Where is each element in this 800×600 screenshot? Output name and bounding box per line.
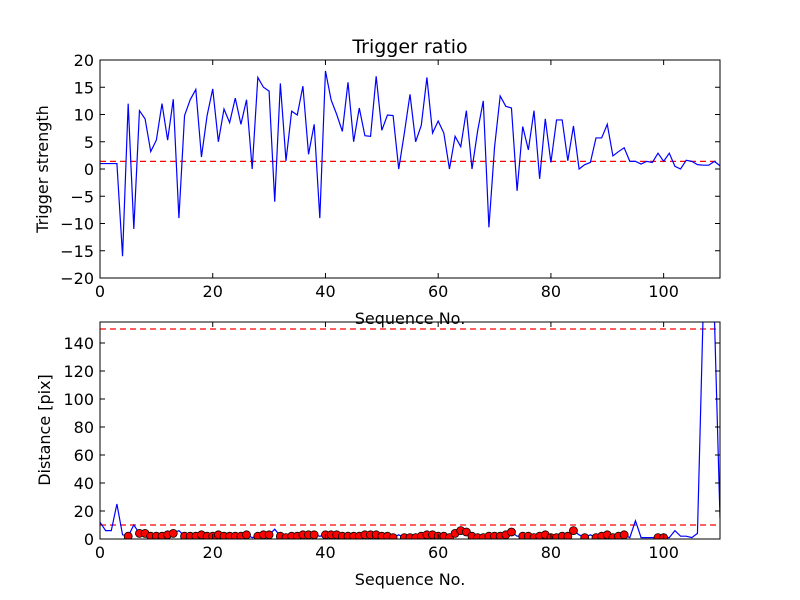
chart-title: Trigger ratio <box>351 36 467 58</box>
data-point-marker <box>569 526 578 535</box>
x-tick-label: 100 <box>648 543 679 562</box>
x-tick-label: 100 <box>648 282 679 301</box>
data-point-marker <box>264 530 274 539</box>
y-tick-label: 140 <box>63 334 94 353</box>
x-tick-label: 0 <box>95 282 105 301</box>
y-tick-label: −20 <box>60 269 94 288</box>
x-axis-label-bottom: Sequence No. <box>355 570 466 589</box>
y-tick-label: 5 <box>84 133 94 152</box>
plot-area-top: 0 20 40 60 80 100 −20 −15 −10 −5 0 5 10 15 20 <box>60 51 721 301</box>
plot-content <box>100 322 720 539</box>
x-tick-label: 80 <box>541 282 561 301</box>
data-point-marker <box>507 527 516 537</box>
y-tick-label: 20 <box>74 502 94 521</box>
y-tick-label: −10 <box>60 215 94 234</box>
y-tick-label: 40 <box>74 474 94 493</box>
data-point-marker <box>580 533 590 539</box>
y-tick-label: 100 <box>63 390 94 409</box>
y-tick-label: 0 <box>84 160 94 179</box>
plot-area-bottom: 0 20 40 60 80 100 0 20 40 60 80 100 120 140 <box>63 321 721 562</box>
x-tick-label: 60 <box>428 543 448 562</box>
data-point-marker <box>388 533 398 539</box>
y-tick-label: −15 <box>60 242 94 261</box>
y-tick-label: 60 <box>74 446 94 465</box>
data-point-marker <box>619 530 629 539</box>
x-axis-label-top: Sequence No. <box>355 309 466 328</box>
y-tick-label: −5 <box>70 187 94 206</box>
data-point-marker <box>242 530 251 539</box>
series-line <box>100 70 720 257</box>
x-tick-label: 60 <box>428 282 448 301</box>
y-axis-label-top: Trigger strength <box>33 105 52 234</box>
y-tick-label: 0 <box>84 530 94 549</box>
y-tick-label: 15 <box>74 78 94 97</box>
x-tick-label: 20 <box>203 282 223 301</box>
plot-content <box>100 70 720 257</box>
x-tick-label: 20 <box>203 543 223 562</box>
y-tick-label: 120 <box>63 362 94 381</box>
y-tick-label: 20 <box>74 51 94 70</box>
y-axis-label-bottom: Distance [pix] <box>35 374 54 486</box>
plot-frame <box>99 321 721 540</box>
trigger-ratio-chart: Trigger ratio 0 20 40 60 80 100 −20 −15 −10 −5 0 5 1… <box>33 36 721 328</box>
y-tick-label: 10 <box>74 106 94 125</box>
y-tick-label: 80 <box>74 418 94 437</box>
data-point-marker <box>309 530 319 539</box>
x-tick-label: 80 <box>541 543 561 562</box>
x-tick-label: 40 <box>315 282 335 301</box>
x-tick-label: 0 <box>95 543 105 562</box>
data-point-marker <box>563 531 573 539</box>
data-point-marker <box>123 531 133 539</box>
x-tick-label: 40 <box>315 543 335 562</box>
distance-chart: 0 20 40 60 80 100 0 20 40 60 80 100 120 140 Sequence … <box>35 321 721 589</box>
data-point-marker <box>168 529 178 538</box>
